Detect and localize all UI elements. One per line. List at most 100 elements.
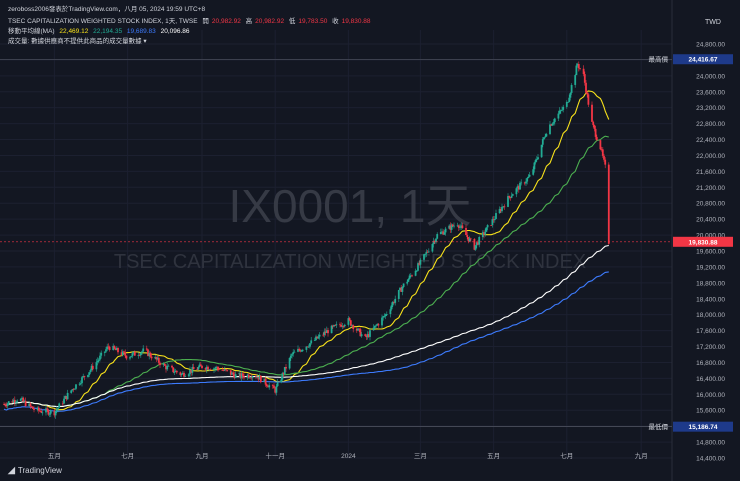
candle-body bbox=[198, 364, 201, 368]
grid bbox=[0, 30, 672, 459]
candle-body bbox=[466, 235, 469, 238]
candle-body bbox=[207, 366, 209, 370]
candle-body bbox=[490, 225, 493, 226]
candle-body bbox=[451, 224, 454, 227]
candle-body bbox=[334, 325, 337, 326]
volume-note[interactable]: 成交量: 數據供應商不提供此商品的成交量數據 ▾ bbox=[8, 38, 147, 45]
price-markers: 24,416.67 最高價 19,830.88 15,186.74 最低價 bbox=[0, 54, 733, 432]
candle-body bbox=[525, 181, 527, 184]
candle-body bbox=[292, 352, 295, 355]
ma-long-white-line bbox=[3, 244, 609, 408]
y-tick-label: 20,400.00 bbox=[696, 217, 725, 224]
candle-body bbox=[313, 339, 316, 341]
candle-body bbox=[407, 278, 410, 282]
candle-body bbox=[372, 327, 375, 331]
moving-averages bbox=[3, 90, 610, 412]
candle-body bbox=[147, 349, 149, 356]
candle-body bbox=[426, 251, 429, 253]
candle-body bbox=[5, 405, 8, 407]
candle-body bbox=[288, 357, 291, 369]
candle-body bbox=[528, 174, 531, 177]
candle-body bbox=[576, 64, 579, 66]
x-tick-label: 九月 bbox=[635, 451, 648, 460]
candle-body bbox=[31, 406, 34, 409]
price-marker-box bbox=[673, 54, 733, 65]
candle-body bbox=[359, 329, 362, 337]
candle-body bbox=[561, 109, 563, 111]
candle-body bbox=[263, 378, 266, 383]
candle-body bbox=[325, 330, 328, 333]
candle-body bbox=[163, 363, 166, 366]
high-value: 20,982.92 bbox=[255, 18, 285, 25]
candle-body bbox=[575, 65, 578, 76]
candle-body bbox=[243, 376, 245, 378]
candle-body bbox=[124, 352, 127, 356]
candle-body bbox=[442, 231, 445, 235]
candle-body bbox=[29, 403, 32, 407]
candle-body bbox=[222, 370, 225, 371]
open-label: 開 bbox=[202, 18, 209, 25]
candle-body bbox=[579, 68, 581, 70]
candle-body bbox=[255, 376, 257, 378]
candle-body bbox=[283, 366, 286, 375]
candle-body bbox=[418, 263, 421, 265]
candle-body bbox=[425, 251, 428, 254]
candle-body bbox=[366, 334, 369, 338]
candle-body bbox=[63, 398, 65, 404]
tradingview-logo[interactable]: ◢ TradingView bbox=[8, 465, 62, 476]
candle-body bbox=[82, 376, 85, 378]
candle-body bbox=[317, 336, 320, 339]
candle-body bbox=[477, 242, 479, 245]
candle-body bbox=[131, 353, 134, 357]
candle-body bbox=[456, 225, 459, 227]
candle-body bbox=[327, 330, 329, 334]
candle-body bbox=[397, 290, 400, 299]
candle-body bbox=[417, 263, 419, 271]
candle-body bbox=[289, 355, 292, 358]
candle-body bbox=[415, 270, 418, 272]
candle-body bbox=[517, 186, 520, 190]
candle-body bbox=[66, 392, 69, 400]
candle-body bbox=[36, 407, 39, 410]
candle-body bbox=[108, 346, 111, 351]
symbol-title[interactable]: TSEC CAPITALIZATION WEIGHTED STOCK INDEX… bbox=[8, 18, 198, 25]
candle-body bbox=[501, 206, 503, 212]
x-tick-label: 七月 bbox=[121, 451, 134, 460]
candle-body bbox=[357, 328, 359, 331]
candle-body bbox=[553, 118, 556, 123]
candle-body bbox=[217, 368, 220, 370]
candle-body bbox=[197, 367, 200, 370]
candle-body bbox=[503, 206, 506, 208]
candle-body bbox=[448, 225, 451, 229]
candle-body bbox=[275, 386, 278, 393]
y-tick-label: 14,800.00 bbox=[696, 440, 725, 447]
candle-body bbox=[409, 275, 412, 277]
ma-line[interactable]: 移動平均線(MA) 22,469.12 22,194.35 19,689.83 … bbox=[8, 25, 193, 35]
candle-body bbox=[141, 351, 143, 353]
candle-body bbox=[16, 400, 19, 402]
candle-body bbox=[256, 376, 259, 378]
candle-body bbox=[12, 399, 15, 403]
candle-body bbox=[167, 365, 170, 367]
candle-body bbox=[316, 336, 319, 339]
candle-body bbox=[81, 377, 83, 384]
candle-body bbox=[117, 347, 119, 353]
watermark-name: TSEC CAPITALIZATION WEIGHTED STOCK INDEX bbox=[114, 251, 586, 273]
candle-body bbox=[443, 232, 446, 235]
candle-body bbox=[267, 386, 269, 388]
candle-body bbox=[461, 225, 464, 228]
candle-body bbox=[48, 413, 51, 415]
candle-body bbox=[138, 355, 141, 356]
candle-body bbox=[520, 182, 523, 184]
ma-value-2: 22,194.35 bbox=[93, 28, 123, 35]
candle-body bbox=[394, 298, 397, 303]
candle-body bbox=[209, 369, 212, 371]
ma-short-line bbox=[3, 90, 610, 411]
candle-body bbox=[465, 227, 467, 236]
candle-body bbox=[535, 159, 538, 161]
candle-body bbox=[154, 357, 157, 359]
candle-body bbox=[125, 355, 128, 359]
candle-body bbox=[376, 324, 379, 326]
